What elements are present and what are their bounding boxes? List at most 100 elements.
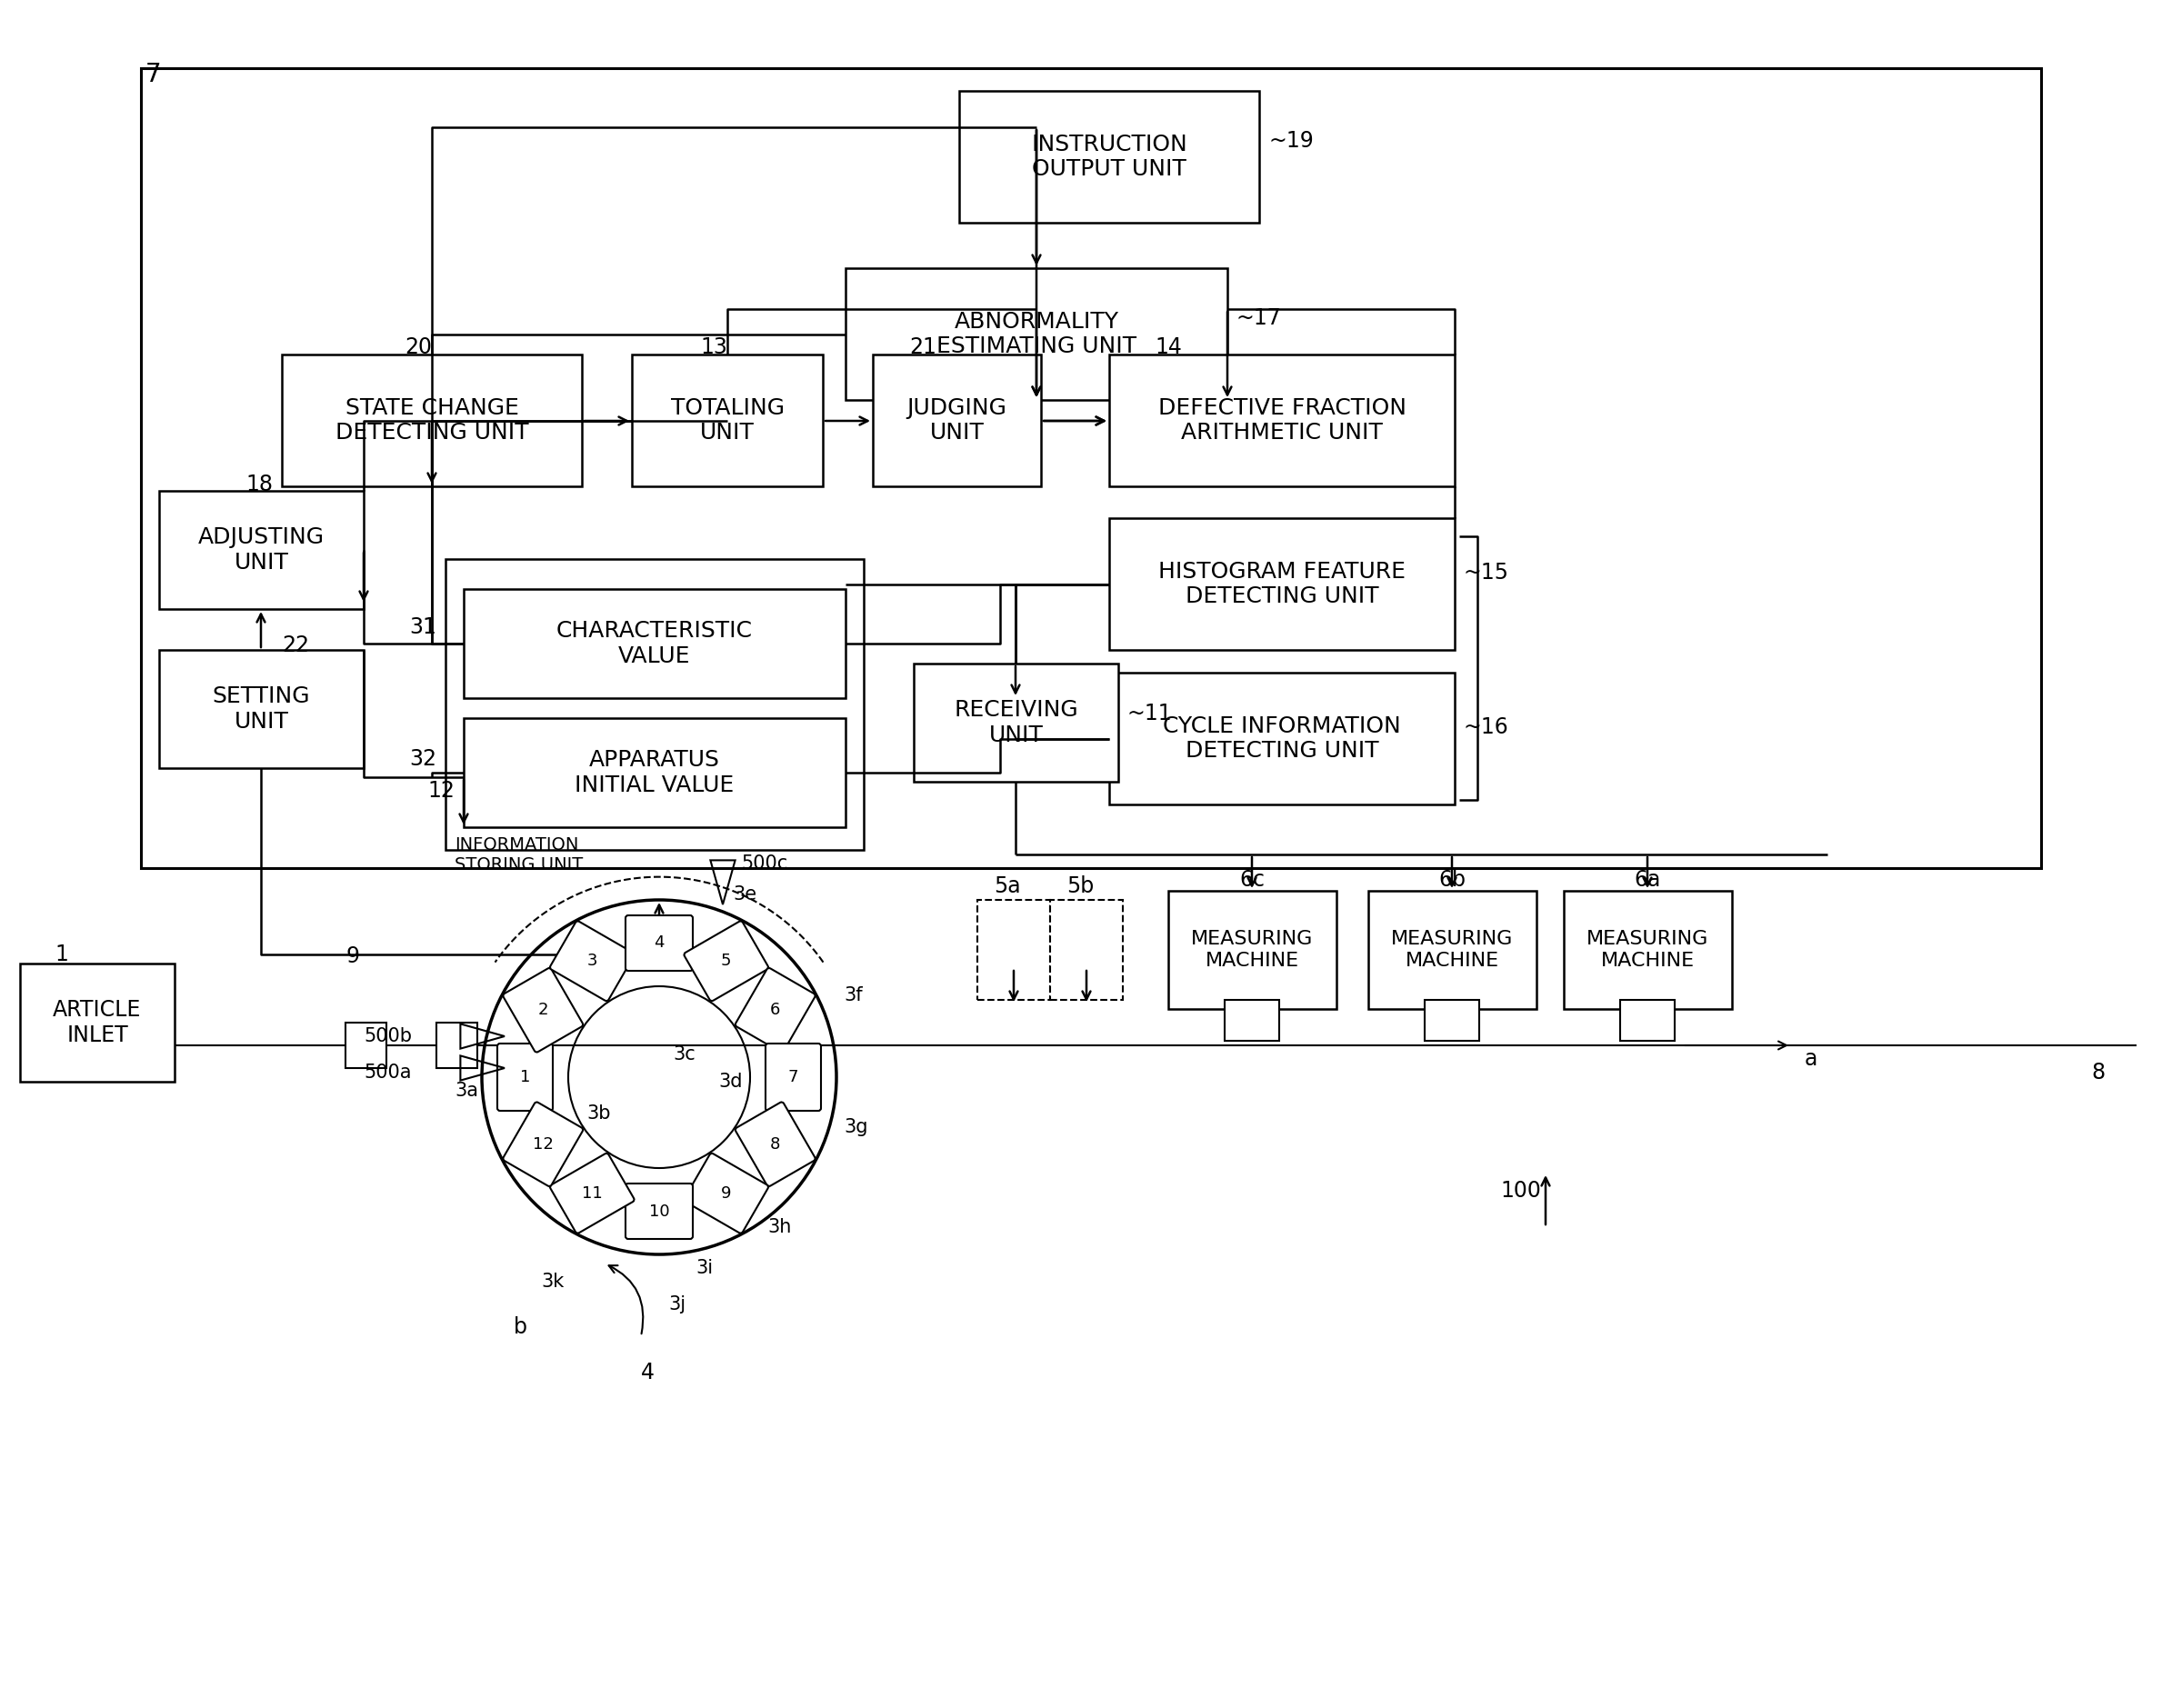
FancyBboxPatch shape [159, 490, 363, 610]
Text: 4: 4 [641, 1361, 654, 1383]
Text: ABNORMALITY
ESTIMATING UNIT: ABNORMALITY ESTIMATING UNIT [936, 311, 1136, 357]
Text: HISTOGRAM FEATURE
DETECTING UNIT: HISTOGRAM FEATURE DETECTING UNIT [1158, 560, 1405, 608]
Text: 3k: 3k [541, 1272, 565, 1291]
FancyBboxPatch shape [504, 1102, 582, 1187]
Text: 3h: 3h [769, 1218, 793, 1237]
FancyBboxPatch shape [282, 355, 582, 487]
Text: RECEIVING
UNIT: RECEIVING UNIT [954, 699, 1077, 746]
Text: STATE CHANGE
DETECTING UNIT: STATE CHANGE DETECTING UNIT [334, 396, 528, 444]
Text: 6c: 6c [1240, 869, 1264, 892]
Text: INFORMATION
STORING UNIT: INFORMATION STORING UNIT [454, 837, 582, 873]
FancyBboxPatch shape [445, 559, 864, 851]
FancyBboxPatch shape [684, 1153, 769, 1233]
Text: 20: 20 [404, 336, 432, 359]
Text: APPARATUS
INITIAL VALUE: APPARATUS INITIAL VALUE [576, 750, 734, 796]
FancyBboxPatch shape [684, 921, 769, 1001]
FancyBboxPatch shape [141, 68, 2042, 868]
Text: 3i: 3i [695, 1259, 712, 1278]
Text: 18: 18 [245, 473, 274, 495]
FancyBboxPatch shape [632, 355, 823, 487]
Text: 500b: 500b [363, 1027, 413, 1045]
Text: 6b: 6b [1438, 869, 1466, 892]
Text: 8: 8 [2092, 1062, 2105, 1083]
Text: 3a: 3a [454, 1081, 478, 1100]
Text: ~11: ~11 [1127, 702, 1173, 724]
Text: 2: 2 [539, 1003, 547, 1018]
FancyBboxPatch shape [1110, 673, 1455, 804]
Text: 6a: 6a [1633, 869, 1662, 892]
FancyBboxPatch shape [437, 1023, 478, 1068]
FancyBboxPatch shape [463, 589, 845, 699]
Text: 500a: 500a [363, 1064, 411, 1081]
Text: ADJUSTING
UNIT: ADJUSTING UNIT [198, 526, 324, 574]
Text: CHARACTERISTIC
VALUE: CHARACTERISTIC VALUE [556, 620, 754, 668]
FancyBboxPatch shape [497, 1044, 552, 1110]
Text: 1: 1 [54, 943, 67, 965]
Text: 500c: 500c [741, 854, 788, 873]
Text: 3: 3 [586, 953, 597, 968]
Text: ARTICLE
INLET: ARTICLE INLET [52, 999, 141, 1047]
FancyBboxPatch shape [20, 963, 174, 1081]
FancyBboxPatch shape [1425, 999, 1479, 1040]
FancyBboxPatch shape [977, 900, 1049, 999]
Text: 3e: 3e [734, 885, 758, 904]
FancyBboxPatch shape [1564, 892, 1731, 1009]
Text: 7: 7 [146, 61, 161, 87]
Text: 10: 10 [649, 1202, 669, 1220]
FancyBboxPatch shape [1049, 900, 1123, 999]
Text: 9: 9 [345, 945, 358, 967]
Text: MEASURING
MACHINE: MEASURING MACHINE [1588, 931, 1709, 970]
Text: CYCLE INFORMATION
DETECTING UNIT: CYCLE INFORMATION DETECTING UNIT [1162, 716, 1401, 762]
Text: 5b: 5b [1066, 876, 1095, 897]
Text: 31: 31 [408, 617, 437, 639]
Text: a: a [1805, 1049, 1818, 1069]
Text: TOTALING
UNIT: TOTALING UNIT [671, 396, 784, 444]
FancyBboxPatch shape [626, 1184, 693, 1238]
Text: 3j: 3j [669, 1295, 686, 1313]
Text: INSTRUCTION
OUTPUT UNIT: INSTRUCTION OUTPUT UNIT [1032, 133, 1188, 181]
Text: ~19: ~19 [1268, 130, 1314, 152]
Text: 14: 14 [1156, 336, 1182, 359]
FancyBboxPatch shape [504, 968, 582, 1052]
Text: 13: 13 [699, 336, 728, 359]
Text: 3f: 3f [843, 986, 862, 1004]
FancyBboxPatch shape [550, 921, 634, 1001]
Text: DEFECTIVE FRACTION
ARITHMETIC UNIT: DEFECTIVE FRACTION ARITHMETIC UNIT [1158, 396, 1405, 444]
Text: 3b: 3b [586, 1105, 610, 1122]
FancyBboxPatch shape [1620, 999, 1675, 1040]
FancyBboxPatch shape [914, 664, 1119, 782]
Text: 21: 21 [910, 336, 936, 359]
FancyBboxPatch shape [550, 1153, 634, 1233]
Text: 8: 8 [771, 1136, 780, 1153]
Text: 4: 4 [654, 934, 665, 951]
Text: 100: 100 [1501, 1180, 1540, 1202]
Text: ~17: ~17 [1236, 307, 1281, 330]
Text: 6: 6 [771, 1003, 780, 1018]
FancyBboxPatch shape [845, 268, 1227, 400]
Text: JUDGING
UNIT: JUDGING UNIT [908, 396, 1008, 444]
FancyBboxPatch shape [765, 1044, 821, 1110]
FancyBboxPatch shape [1110, 355, 1455, 487]
Text: 5a: 5a [995, 876, 1021, 897]
FancyBboxPatch shape [873, 355, 1040, 487]
Text: 3l: 3l [523, 1149, 541, 1168]
Text: 7: 7 [788, 1069, 799, 1085]
Text: 11: 11 [582, 1185, 602, 1201]
FancyBboxPatch shape [960, 91, 1260, 222]
FancyBboxPatch shape [626, 915, 693, 970]
FancyBboxPatch shape [736, 968, 814, 1052]
Text: MEASURING
MACHINE: MEASURING MACHINE [1190, 931, 1314, 970]
Text: 32: 32 [408, 748, 437, 770]
FancyBboxPatch shape [1225, 999, 1279, 1040]
Text: 12: 12 [532, 1136, 554, 1153]
FancyBboxPatch shape [1368, 892, 1536, 1009]
FancyBboxPatch shape [463, 717, 845, 827]
Text: MEASURING
MACHINE: MEASURING MACHINE [1392, 931, 1514, 970]
Text: ~16: ~16 [1464, 716, 1510, 738]
FancyBboxPatch shape [1169, 892, 1336, 1009]
FancyBboxPatch shape [736, 1102, 814, 1187]
Text: 12: 12 [428, 781, 454, 801]
Text: 22: 22 [282, 634, 308, 656]
FancyBboxPatch shape [159, 651, 363, 769]
Text: 5: 5 [721, 953, 732, 968]
